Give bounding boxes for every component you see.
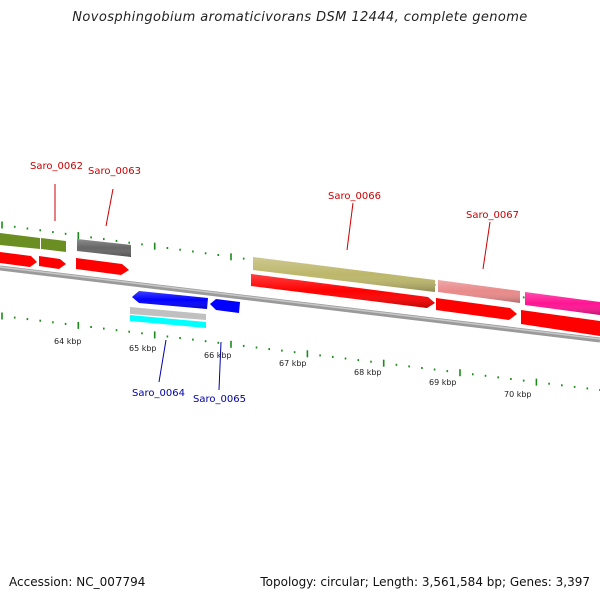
kbp-label-64: 64 kbp xyxy=(54,337,82,346)
kbp-label-67: 67 kbp xyxy=(279,359,307,368)
forward-cds xyxy=(0,252,600,336)
gene-label-saro-0063[interactable]: Saro_0063 xyxy=(88,166,141,177)
cds-arrow[interactable] xyxy=(39,256,66,269)
inner-tick-ring xyxy=(1,312,600,391)
cds-arrow[interactable] xyxy=(0,252,37,267)
genome-backbone xyxy=(0,265,600,343)
kbp-labels: 64 kbp 65 kbp 66 kbp 67 kbp 68 kbp 69 kb… xyxy=(54,337,532,399)
kbp-label-69: 69 kbp xyxy=(429,378,457,387)
gene-blue-saro-0065[interactable] xyxy=(210,299,240,313)
map-title: Novosphingobium aromaticivorans DSM 1244… xyxy=(72,10,528,25)
kbp-label-68: 68 kbp xyxy=(354,368,382,377)
forward-genes xyxy=(0,233,600,315)
kbp-label-65: 65 kbp xyxy=(129,344,157,353)
genome-stats-text: Topology: circular; Length: 3,561,584 bp… xyxy=(260,575,590,589)
kbp-label-70: 70 kbp xyxy=(504,390,532,399)
gene-olive-2[interactable] xyxy=(41,238,66,252)
cds-arrow[interactable] xyxy=(76,258,129,275)
gene-label-saro-0064[interactable]: Saro_0064 xyxy=(132,388,185,399)
gene-label-saro-0062[interactable]: Saro_0062 xyxy=(30,161,83,172)
reverse-genes xyxy=(130,291,240,328)
gene-label-saro-0066[interactable]: Saro_0066 xyxy=(328,191,381,202)
kbp-label-66: 66 kbp xyxy=(204,351,232,360)
cds-arrow[interactable] xyxy=(521,310,600,336)
gene-label-saro-0065[interactable]: Saro_0065 xyxy=(193,394,246,405)
gene-cyan[interactable] xyxy=(130,315,206,328)
cds-arrow[interactable] xyxy=(436,298,517,320)
label-leaders xyxy=(54,184,491,391)
gene-label-saro-0067[interactable]: Saro_0067 xyxy=(466,210,519,221)
gene-olive-1[interactable] xyxy=(0,233,40,249)
accession-text: Accession: NC_007794 xyxy=(9,575,146,589)
gene-silver[interactable] xyxy=(130,307,206,320)
gene-labels: Saro_0062 Saro_0063 Saro_0066 Saro_0067 … xyxy=(30,161,519,405)
